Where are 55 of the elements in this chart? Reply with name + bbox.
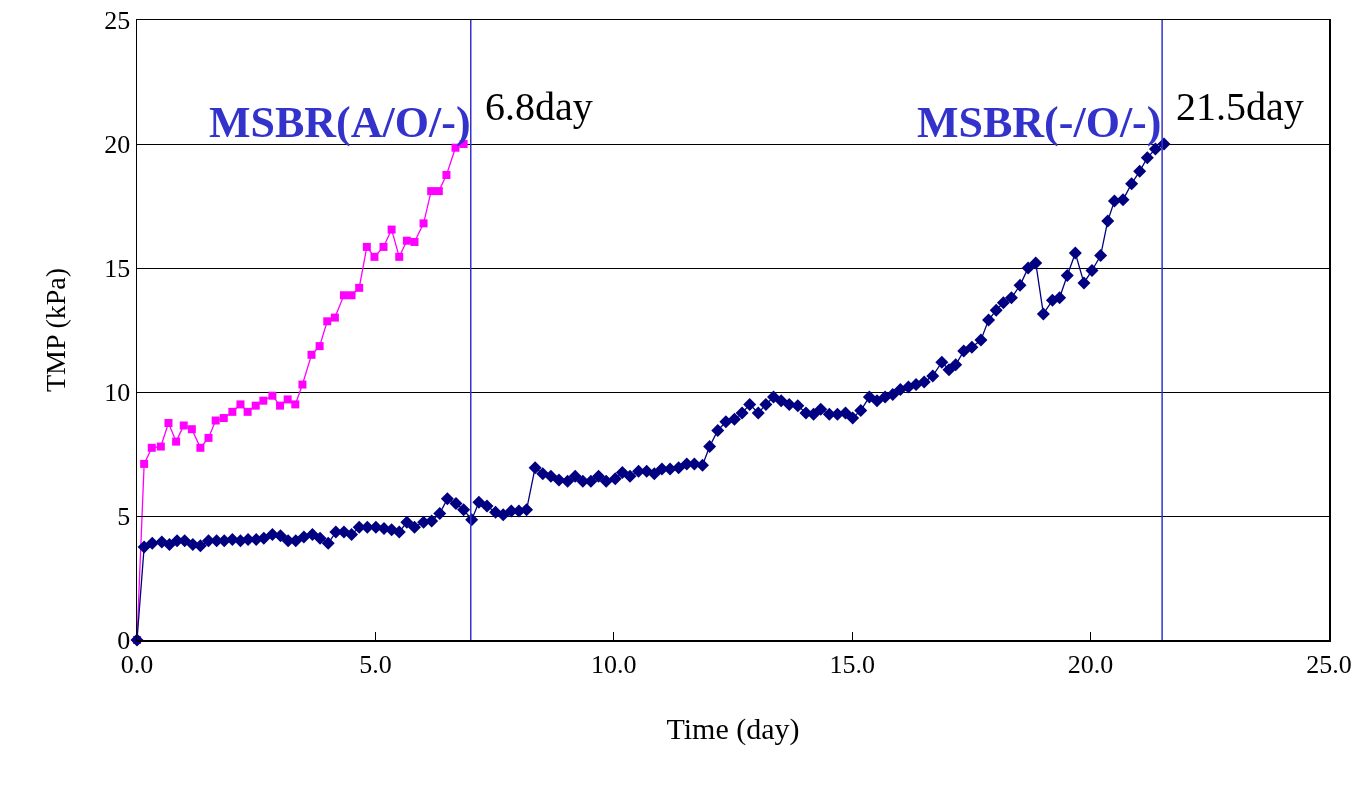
point: [172, 437, 181, 446]
annotation: MSBR(A/O/-): [209, 98, 471, 147]
y-tick-label: 20: [104, 130, 131, 160]
point: [323, 317, 332, 326]
point: [379, 242, 388, 251]
y-axis-title: TMP (kPa): [40, 267, 72, 393]
point: [339, 291, 348, 300]
point: [228, 407, 237, 416]
y-tick-label: 15: [104, 254, 131, 284]
point: [307, 350, 316, 359]
point: [196, 443, 205, 452]
y-tick-label: 10: [104, 378, 131, 408]
x-tick-label: 25.0: [1306, 649, 1352, 679]
point: [179, 421, 188, 430]
point: [251, 401, 260, 410]
point: [211, 416, 220, 425]
point: [419, 219, 428, 228]
point: [434, 187, 443, 196]
point: [427, 187, 436, 196]
x-tick-label: 5.0: [359, 649, 392, 679]
point: [387, 225, 396, 234]
point: [164, 419, 173, 427]
point: [370, 252, 379, 261]
point: [243, 407, 252, 416]
point: [330, 313, 339, 322]
x-axis-title: Time (day): [666, 711, 800, 746]
y-tick-label: 5: [117, 502, 131, 532]
ref-line-label: 6.8day: [485, 84, 593, 129]
point: [410, 237, 419, 246]
point: [347, 291, 356, 300]
point: [315, 342, 324, 351]
point: [236, 400, 245, 409]
point: [187, 425, 196, 434]
point: [395, 252, 404, 261]
x-tick-label: 15.0: [829, 649, 875, 679]
x-tick-label: 10.0: [591, 649, 637, 679]
point: [259, 396, 268, 405]
point: [204, 433, 213, 442]
point: [283, 395, 292, 404]
point: [442, 171, 451, 179]
point: [219, 414, 228, 423]
point: [362, 242, 371, 251]
point: [291, 400, 300, 409]
point: [355, 283, 364, 292]
point: [402, 236, 411, 245]
point: [276, 401, 285, 410]
x-tick-label: 20.0: [1067, 649, 1114, 679]
point: [298, 380, 307, 389]
point: [268, 391, 277, 400]
y-tick-label: 25: [104, 6, 131, 36]
point: [140, 459, 149, 468]
point: [147, 443, 156, 452]
annotation: MSBR(-/O/-): [917, 98, 1162, 147]
point: [156, 442, 165, 451]
ref-line-label: 21.5day: [1176, 84, 1304, 129]
